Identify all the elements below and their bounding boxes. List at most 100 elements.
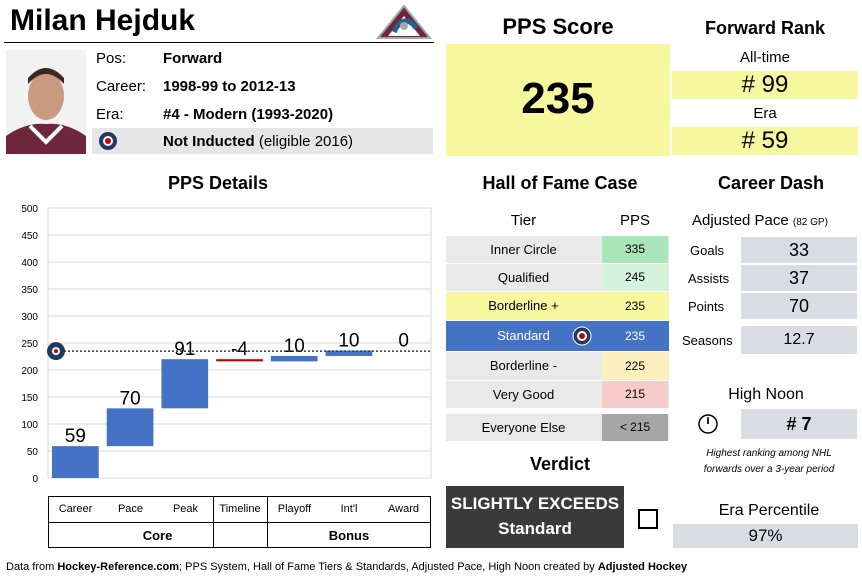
era-rank-label: Era <box>753 105 777 122</box>
hof-eligible-note: (eligible 2016) <box>258 133 354 150</box>
career-dash-title: Career Dash <box>717 173 825 193</box>
tier-row: Standard 235 <box>446 321 669 351</box>
category-label: Peak <box>172 503 199 515</box>
y-tick-label: 0 <box>32 474 38 485</box>
bar-pace <box>106 408 154 447</box>
tier-name: Borderline - <box>489 358 558 373</box>
pos-value: Forward <box>163 50 223 67</box>
bar-value-label: 59 <box>65 426 86 447</box>
bar-intl <box>325 350 373 356</box>
bonus-label: Bonus <box>328 528 370 543</box>
bar-value-label: 70 <box>120 388 141 409</box>
y-tick-label: 350 <box>21 285 38 296</box>
seasons-value: 12.7 <box>741 326 857 354</box>
tier-pps: 235 <box>602 321 668 351</box>
team-logo <box>375 2 433 42</box>
assists-value: 37 <box>741 265 857 291</box>
tier-pps: 225 <box>602 352 668 380</box>
adjusted-pace-sub: (82 GP) <box>792 217 828 228</box>
y-tick-label: 250 <box>21 339 38 350</box>
player-name: Milan Hejduk <box>10 4 196 37</box>
category-label: Int'l <box>340 503 358 515</box>
hof-case-title: Hall of Fame Case <box>482 173 638 193</box>
tier-row: Everyone Else < 215 <box>446 414 669 441</box>
tier-pps: 245 <box>602 264 668 291</box>
plot-frame <box>47 207 432 479</box>
bar-career <box>52 446 99 478</box>
tier-name: Inner Circle <box>490 242 557 257</box>
y-tick-label: 450 <box>21 231 38 242</box>
category-label: Timeline <box>219 503 261 515</box>
bar-value-label: -4 <box>231 339 248 360</box>
tier-row: Inner Circle 335 <box>446 236 669 263</box>
clock-icon <box>697 413 719 435</box>
tier-row: Qualified 245 <box>446 264 669 291</box>
bar-value-label: 91 <box>174 339 195 360</box>
footer-credits: Data from Hockey-Reference.com; PPS Syst… <box>6 561 688 573</box>
y-tick-label: 400 <box>21 258 38 269</box>
assists-label: Assists <box>688 271 730 286</box>
tier-row: Borderline + 235 <box>446 292 669 320</box>
era-rank: # 59 <box>672 127 858 155</box>
tier-name: Everyone Else <box>481 420 566 435</box>
tier-name: Very Good <box>492 387 555 402</box>
y-tick-label: 150 <box>21 393 38 404</box>
standard-hof-icon <box>572 326 592 346</box>
pps-details-title: PPS Details <box>167 173 269 193</box>
category-label: Award <box>388 503 419 515</box>
career-label: Career: <box>96 78 147 95</box>
verdict-line1: SLIGHTLY EXCEEDS <box>450 494 620 513</box>
tier-row: Very Good 215 <box>446 381 669 408</box>
high-noon-note-1: Highest ranking among NHL <box>706 448 832 459</box>
tier-row: Borderline - 225 <box>446 352 669 380</box>
pps-waterfall-chart: 0 50 100 150 200 250 300 350 400 450 500 59 70 91 -4 10… <box>21 204 432 485</box>
bar-value-label: 10 <box>338 331 359 352</box>
adjusted-pace-label: Adjusted Pace <box>692 212 789 229</box>
era-label: Era: <box>96 106 124 123</box>
high-noon-title: High Noon <box>728 386 804 403</box>
pps-score-box <box>446 44 670 156</box>
y-tick-label: 100 <box>21 420 38 431</box>
points-value: 70 <box>741 293 857 319</box>
goals-value: 33 <box>741 237 857 263</box>
verdict-title: Verdict <box>529 454 591 474</box>
alltime-label: All-time <box>739 49 790 66</box>
bar-timeline <box>216 359 263 362</box>
bar-value-label: 10 <box>284 336 305 357</box>
header-divider <box>4 42 434 43</box>
era-percentile-title: Era Percentile <box>718 502 820 519</box>
tier-pps: 235 <box>602 292 668 320</box>
tier-name: Standard <box>497 328 550 343</box>
tier-pps: 335 <box>602 236 668 263</box>
era-value: #4 - Modern (1993-2020) <box>163 106 334 123</box>
y-tick-label: 300 <box>21 312 38 323</box>
category-label: Pace <box>117 503 144 515</box>
high-noon-value: # 7 <box>741 409 857 439</box>
tier-pps: < 215 <box>602 414 668 441</box>
goals-label: Goals <box>690 243 724 258</box>
tier-name: Qualified <box>497 270 550 285</box>
y-tick-label: 50 <box>27 447 39 458</box>
hof-status: Not Inducted <box>163 133 255 150</box>
player-photo <box>6 50 86 154</box>
career-value: 1998-99 to 2012-13 <box>163 78 296 95</box>
y-tick-label: 200 <box>21 366 38 377</box>
alltime-rank: # 99 <box>672 71 858 99</box>
bar-playoff <box>270 355 318 362</box>
category-label: Career <box>58 503 93 515</box>
core-label: Core <box>142 528 173 543</box>
bar-peak <box>161 359 209 409</box>
verdict-checkbox[interactable] <box>638 509 658 529</box>
category-label: Playoff <box>277 503 312 515</box>
era-percentile-value: 97% <box>673 524 858 548</box>
high-noon-note-2: forwards over a 3-year period <box>703 464 835 475</box>
pps-score-title: PPS Score <box>502 14 614 39</box>
tier-pps: 215 <box>602 381 668 408</box>
verdict-line2: Standard <box>498 519 572 538</box>
seasons-label: Seasons <box>682 333 733 348</box>
pps-score-value: 235 <box>521 74 595 123</box>
pos-label: Pos: <box>96 50 127 67</box>
y-tick-label: 500 <box>21 204 38 215</box>
tier-header: Tier <box>510 212 537 229</box>
forward-rank-title: Forward Rank <box>704 18 826 38</box>
